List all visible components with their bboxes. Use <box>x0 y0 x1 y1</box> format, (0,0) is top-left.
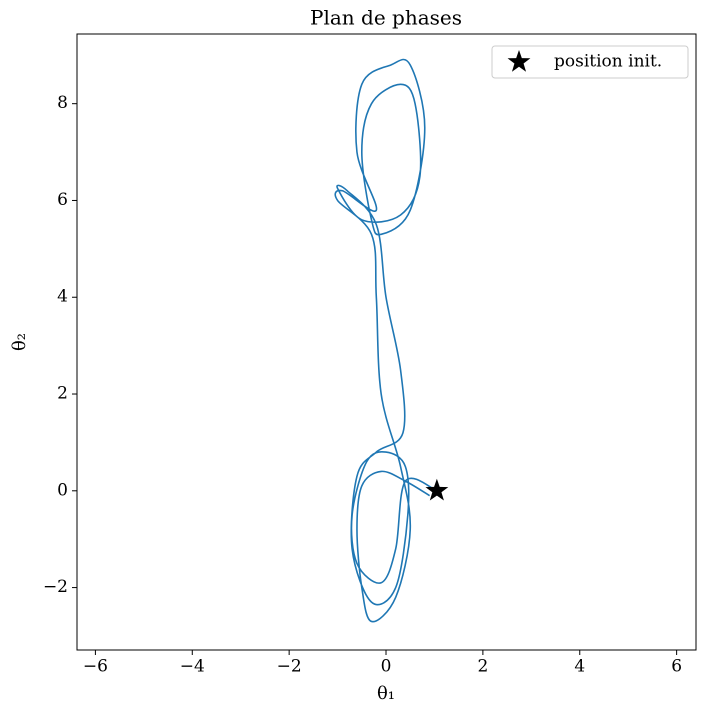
legend: position init. <box>491 45 689 79</box>
x-tick-label: 4 <box>574 657 585 677</box>
trajectory <box>334 58 438 623</box>
initial-position <box>425 478 449 501</box>
y-tick-label: 0 <box>57 480 68 500</box>
x-tick-label: −6 <box>83 657 108 677</box>
y-tick-label: −2 <box>43 577 68 597</box>
legend-box <box>491 45 689 79</box>
y-tick-label: 6 <box>57 190 68 210</box>
y-tick-label: 2 <box>57 384 68 404</box>
x-tick-label: 6 <box>671 657 682 677</box>
x-axis-label: θ₁ <box>377 683 395 704</box>
chart-title: Plan de phases <box>310 6 462 30</box>
y-axis-label: θ₂ <box>9 333 30 351</box>
legend-symbol <box>507 50 531 72</box>
x-tick-label: 0 <box>381 657 392 677</box>
x-tick-label: 2 <box>477 657 488 677</box>
y-tick-label: 4 <box>57 287 68 307</box>
legend-label: position init. <box>554 52 662 72</box>
y-tick-label: 8 <box>57 93 68 113</box>
axes-frame <box>76 33 697 651</box>
x-tick-label: −2 <box>277 657 302 677</box>
x-tick-label: −4 <box>180 657 205 677</box>
